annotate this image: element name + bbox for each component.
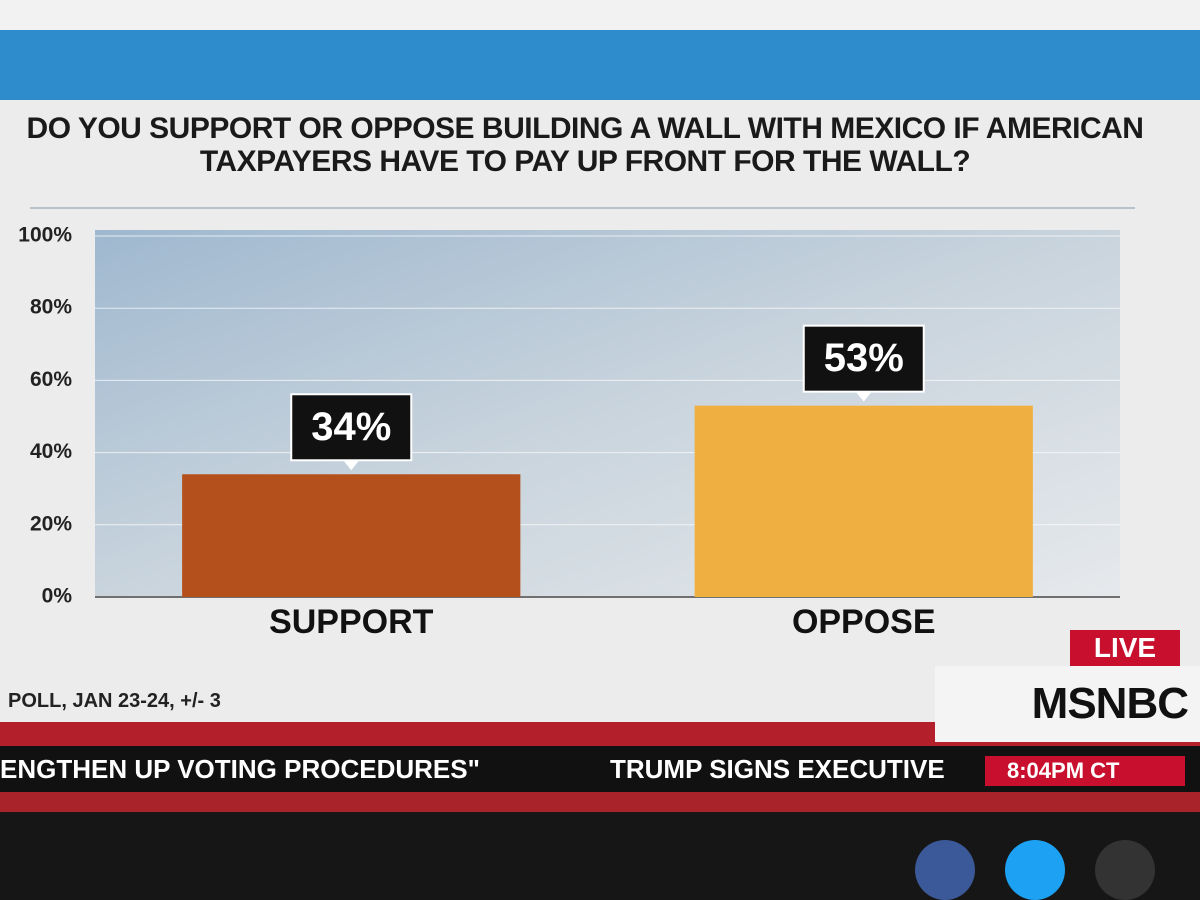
y-tick-label: 60% (30, 368, 72, 391)
chart-title: DO YOU SUPPORT OR OPPOSE BUILDING A WALL… (26, 112, 1144, 178)
y-tick-label: 100% (18, 224, 72, 247)
label-pointer (855, 391, 872, 402)
header-band (0, 30, 1200, 100)
browser-bar (0, 0, 1200, 30)
bar (694, 405, 1033, 597)
ticker-text: TRUMP SIGNS EXECUTIVE (610, 754, 945, 784)
ticker-text: ENGTHEN UP VOTING PROCEDURES" (0, 754, 480, 784)
y-tick-label: 0% (42, 585, 73, 608)
email-icon[interactable] (1095, 840, 1155, 900)
value-label: 53% (824, 336, 904, 380)
y-tick-label: 80% (30, 296, 72, 319)
label-pointer (343, 460, 360, 471)
bar (182, 474, 521, 597)
x-tick-label: SUPPORT (269, 603, 434, 641)
live-badge: LIVE (1070, 630, 1180, 666)
twitter-icon[interactable] (1005, 840, 1065, 900)
value-label: 34% (311, 405, 391, 449)
facebook-icon[interactable] (915, 840, 975, 900)
ticker-rule (0, 792, 1200, 812)
y-tick-label: 40% (30, 440, 72, 463)
label-box (290, 393, 413, 462)
x-tick-label: OPPOSE (792, 603, 936, 641)
network-logo: MSNBC (935, 666, 1200, 742)
clock: 8:04PM CT (985, 756, 1185, 786)
poll-note: POLL, JAN 23-24, +/- 3 (8, 690, 221, 712)
y-tick-label: 20% (30, 512, 72, 535)
